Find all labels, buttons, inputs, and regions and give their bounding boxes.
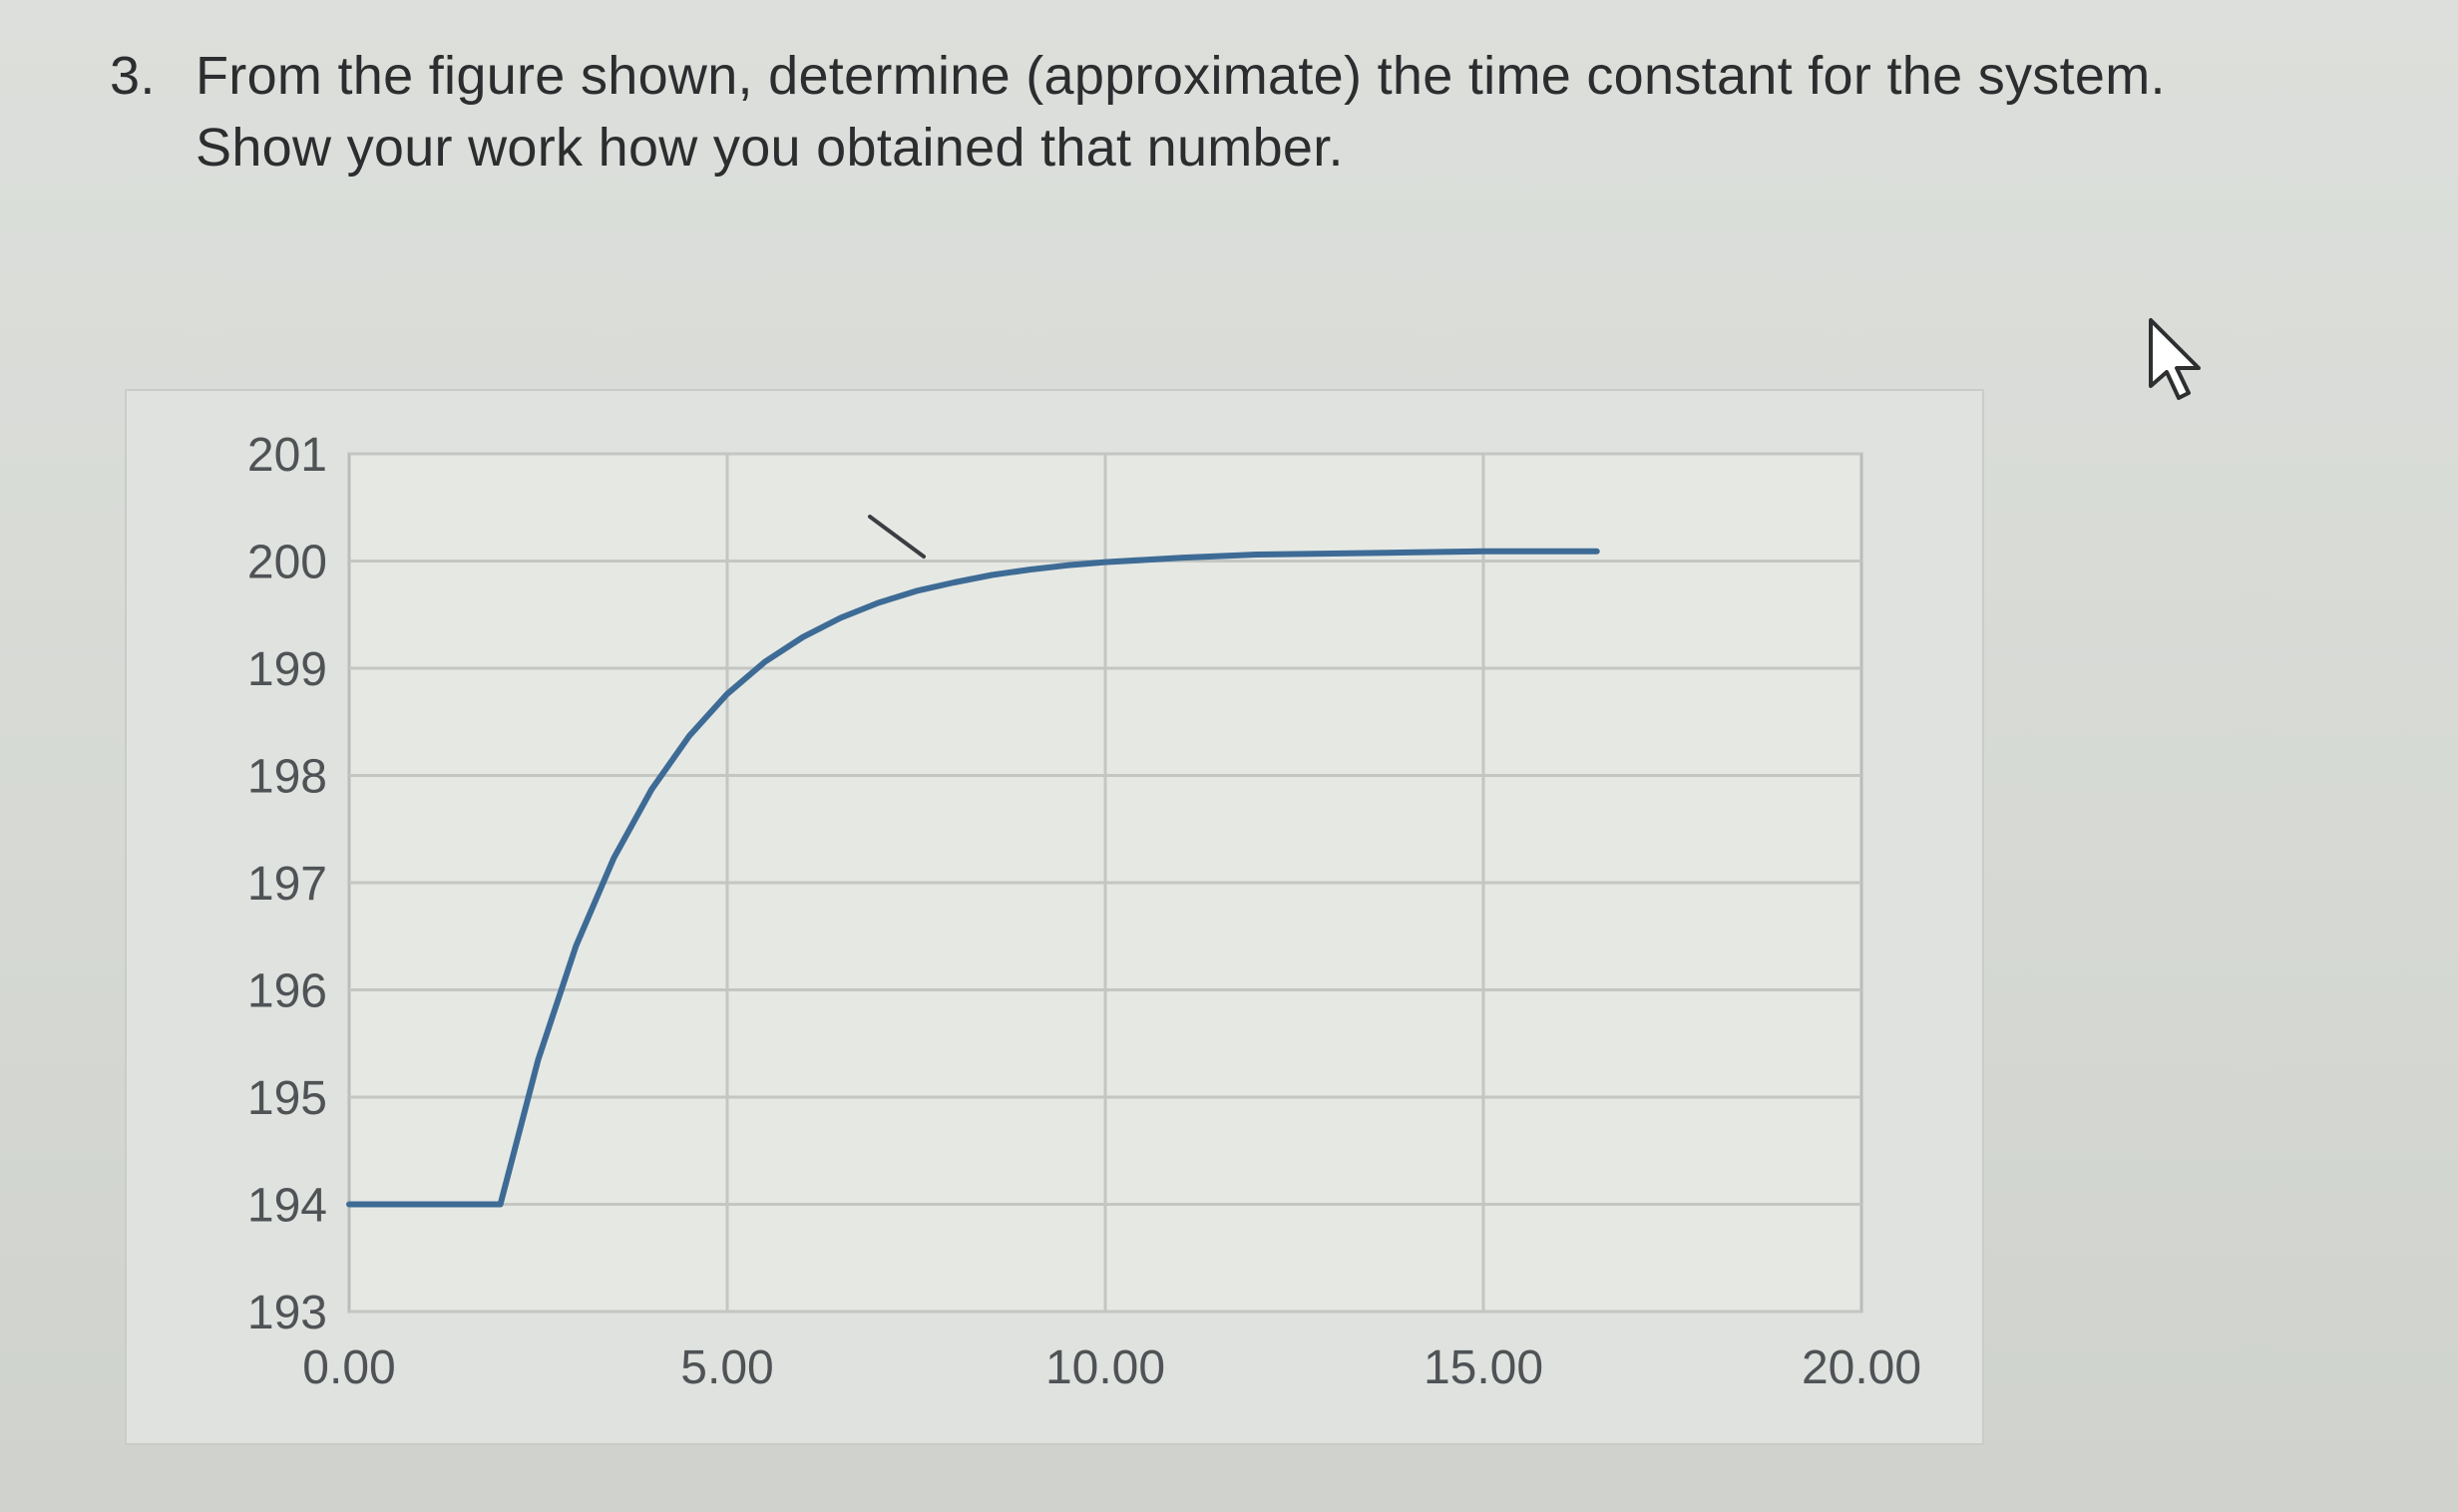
y-tick-label: 200 xyxy=(247,537,327,589)
y-tick-label: 198 xyxy=(247,751,327,804)
x-tick-label: 5.00 xyxy=(680,1341,773,1394)
pen-mark xyxy=(868,515,926,559)
question-prompt: From the figure shown, determine (approx… xyxy=(196,46,2166,106)
x-tick-label: 10.00 xyxy=(1045,1341,1165,1394)
x-tick-label: 15.00 xyxy=(1424,1341,1543,1394)
question-line-2: Show your work how you obtained that num… xyxy=(196,118,1344,178)
mouse-cursor-icon xyxy=(2145,314,2215,409)
y-tick-label: 195 xyxy=(247,1072,327,1125)
series-line xyxy=(346,548,1600,1208)
y-tick-label: 197 xyxy=(247,858,327,911)
question-line-1: 3. From the figure shown, determine (appr… xyxy=(110,40,2254,112)
question-number: 3. xyxy=(110,46,156,106)
x-tick-label: 0.00 xyxy=(302,1341,395,1394)
y-tick-label: 201 xyxy=(247,429,327,482)
y-tick-label: 194 xyxy=(247,1180,327,1233)
x-tick-label: 20.00 xyxy=(1802,1341,1921,1394)
question-text: 3. From the figure shown, determine (appr… xyxy=(110,40,2254,184)
y-tick-label: 196 xyxy=(247,965,327,1018)
y-tick-label: 199 xyxy=(247,643,327,696)
y-tick-label: 193 xyxy=(247,1287,327,1339)
